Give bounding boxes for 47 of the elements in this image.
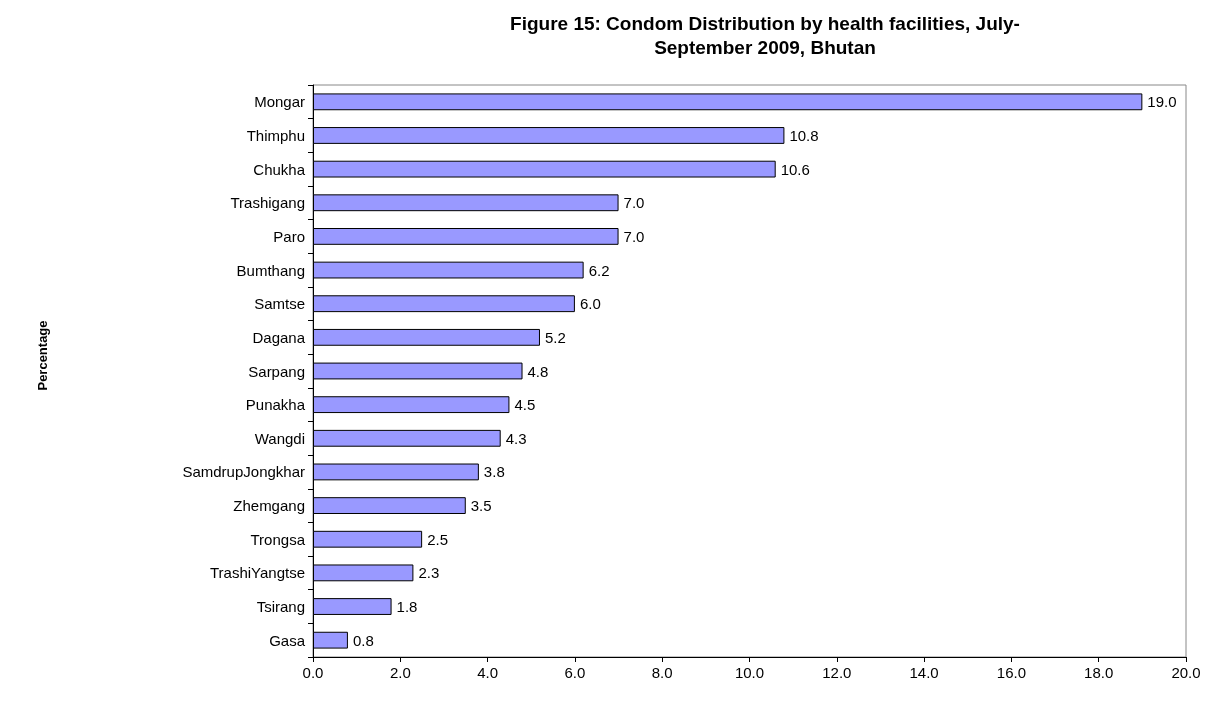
y-tick-label: Bumthang xyxy=(236,261,305,279)
x-tick-label: 2.0 xyxy=(389,664,411,681)
y-tick-label: Sarpang xyxy=(248,362,305,380)
data-label: 7.0 xyxy=(623,227,645,245)
y-tick-label: Gasa xyxy=(269,631,306,649)
x-tick-label: 0.0 xyxy=(302,664,324,681)
data-label: 10.8 xyxy=(789,126,819,144)
y-tick-label: Trashigang xyxy=(230,194,305,212)
y-tick-label: SamdrupJongkhar xyxy=(182,463,305,481)
data-label: 6.0 xyxy=(579,295,601,313)
data-label: 7.0 xyxy=(623,194,645,212)
data-label: 10.6 xyxy=(780,160,810,178)
x-tick-label: 12.0 xyxy=(822,664,852,681)
data-label: 6.2 xyxy=(588,261,610,279)
data-label: 4.5 xyxy=(514,396,536,414)
data-label: 5.2 xyxy=(544,328,566,346)
y-tick-label: Tsirang xyxy=(256,598,305,616)
x-tick-label: 4.0 xyxy=(477,664,499,681)
y-tick-label: Mongar xyxy=(254,93,305,111)
data-label: 4.8 xyxy=(527,362,549,380)
y-tick-label: TrashiYangtse xyxy=(209,564,305,582)
x-tick-label: 16.0 xyxy=(996,664,1026,681)
data-label: 3.8 xyxy=(483,463,505,481)
data-label: 2.5 xyxy=(427,530,448,548)
x-tick-label: 8.0 xyxy=(651,664,673,681)
x-tick-label: 14.0 xyxy=(909,664,939,681)
text: Percentage xyxy=(35,320,50,391)
y-tick-label: Samtse xyxy=(254,295,305,313)
y-tick-label: Punakha xyxy=(245,396,306,414)
y-tick-label: Wangdi xyxy=(254,429,305,447)
data-label: 0.8 xyxy=(352,631,374,649)
y-tick-label: Thimphu xyxy=(246,126,305,144)
y-tick-label: Dagana xyxy=(252,328,306,346)
y-tick-label: Paro xyxy=(273,227,305,245)
x-tick-label: 18.0 xyxy=(1084,664,1114,681)
y-tick-label: Trongsa xyxy=(250,530,306,548)
data-label: 1.8 xyxy=(396,598,418,616)
data-label: 3.5 xyxy=(470,497,492,515)
y-tick-label: Zhemgang xyxy=(233,497,305,515)
x-tick-label: 10.0 xyxy=(734,664,765,681)
data-label: 4.3 xyxy=(505,429,527,447)
data-label: 2.3 xyxy=(418,564,440,582)
y-tick-label: Chukha xyxy=(253,160,306,178)
x-tick-label: 6.0 xyxy=(564,664,586,681)
chart-title: Figure 15: Condom Distribution by health facilities, July- September 2009, Bhutan xyxy=(510,12,1020,58)
x-tick-label: 20.0 xyxy=(1171,664,1201,681)
data-label: 19.0 xyxy=(1147,93,1177,111)
